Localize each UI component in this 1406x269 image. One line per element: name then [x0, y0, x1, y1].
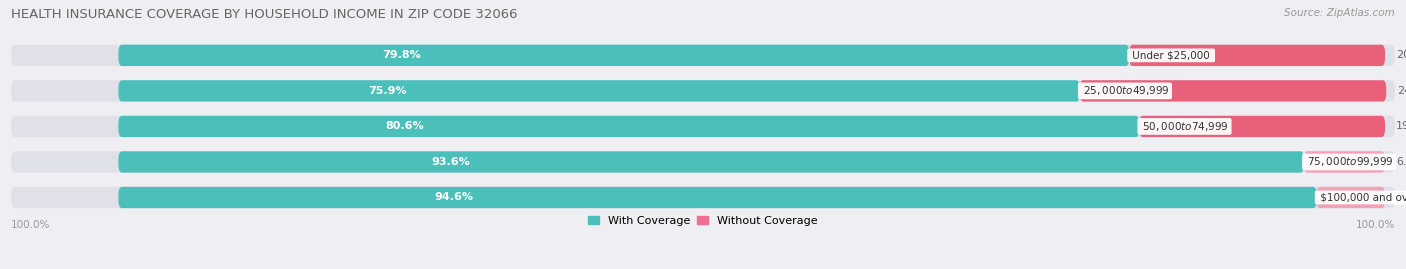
Text: Source: ZipAtlas.com: Source: ZipAtlas.com: [1284, 8, 1395, 18]
FancyBboxPatch shape: [1303, 151, 1385, 173]
Text: HEALTH INSURANCE COVERAGE BY HOUSEHOLD INCOME IN ZIP CODE 32066: HEALTH INSURANCE COVERAGE BY HOUSEHOLD I…: [11, 8, 517, 21]
FancyBboxPatch shape: [1139, 116, 1385, 137]
FancyBboxPatch shape: [118, 116, 1139, 137]
Text: $75,000 to $99,999: $75,000 to $99,999: [1303, 155, 1395, 168]
FancyBboxPatch shape: [118, 187, 1316, 208]
Text: 75.9%: 75.9%: [368, 86, 406, 96]
Text: 19.4%: 19.4%: [1396, 121, 1406, 132]
Text: $100,000 and over: $100,000 and over: [1316, 193, 1406, 203]
FancyBboxPatch shape: [118, 45, 1129, 66]
FancyBboxPatch shape: [11, 116, 1395, 137]
FancyBboxPatch shape: [1080, 80, 1386, 102]
Text: 5.4%: 5.4%: [1396, 193, 1406, 203]
Text: 79.8%: 79.8%: [382, 50, 420, 60]
FancyBboxPatch shape: [11, 80, 1395, 102]
Legend: With Coverage, Without Coverage: With Coverage, Without Coverage: [583, 211, 823, 230]
Text: $50,000 to $74,999: $50,000 to $74,999: [1139, 120, 1230, 133]
Text: 6.4%: 6.4%: [1396, 157, 1406, 167]
FancyBboxPatch shape: [11, 45, 1395, 66]
FancyBboxPatch shape: [1129, 45, 1385, 66]
Text: 20.2%: 20.2%: [1396, 50, 1406, 60]
Text: Under $25,000: Under $25,000: [1129, 50, 1213, 60]
Text: 80.6%: 80.6%: [385, 121, 423, 132]
FancyBboxPatch shape: [1316, 187, 1385, 208]
Text: 93.6%: 93.6%: [432, 157, 470, 167]
FancyBboxPatch shape: [11, 187, 1395, 208]
FancyBboxPatch shape: [118, 80, 1080, 102]
Text: $25,000 to $49,999: $25,000 to $49,999: [1080, 84, 1170, 97]
Text: 100.0%: 100.0%: [11, 220, 51, 230]
Text: 94.6%: 94.6%: [434, 193, 474, 203]
FancyBboxPatch shape: [118, 151, 1303, 173]
Text: 100.0%: 100.0%: [1355, 220, 1395, 230]
Text: 24.2%: 24.2%: [1398, 86, 1406, 96]
FancyBboxPatch shape: [11, 151, 1395, 173]
